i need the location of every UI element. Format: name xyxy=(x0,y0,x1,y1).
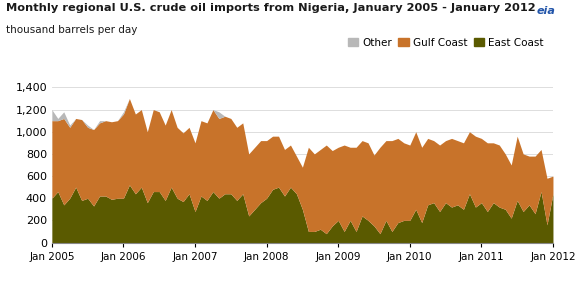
Text: thousand barrels per day: thousand barrels per day xyxy=(6,25,137,35)
Text: eia: eia xyxy=(537,6,556,16)
Text: Monthly regional U.S. crude oil imports from Nigeria, January 2005 - January 201: Monthly regional U.S. crude oil imports … xyxy=(6,3,535,13)
Legend: Other, Gulf Coast, East Coast: Other, Gulf Coast, East Coast xyxy=(343,34,548,52)
